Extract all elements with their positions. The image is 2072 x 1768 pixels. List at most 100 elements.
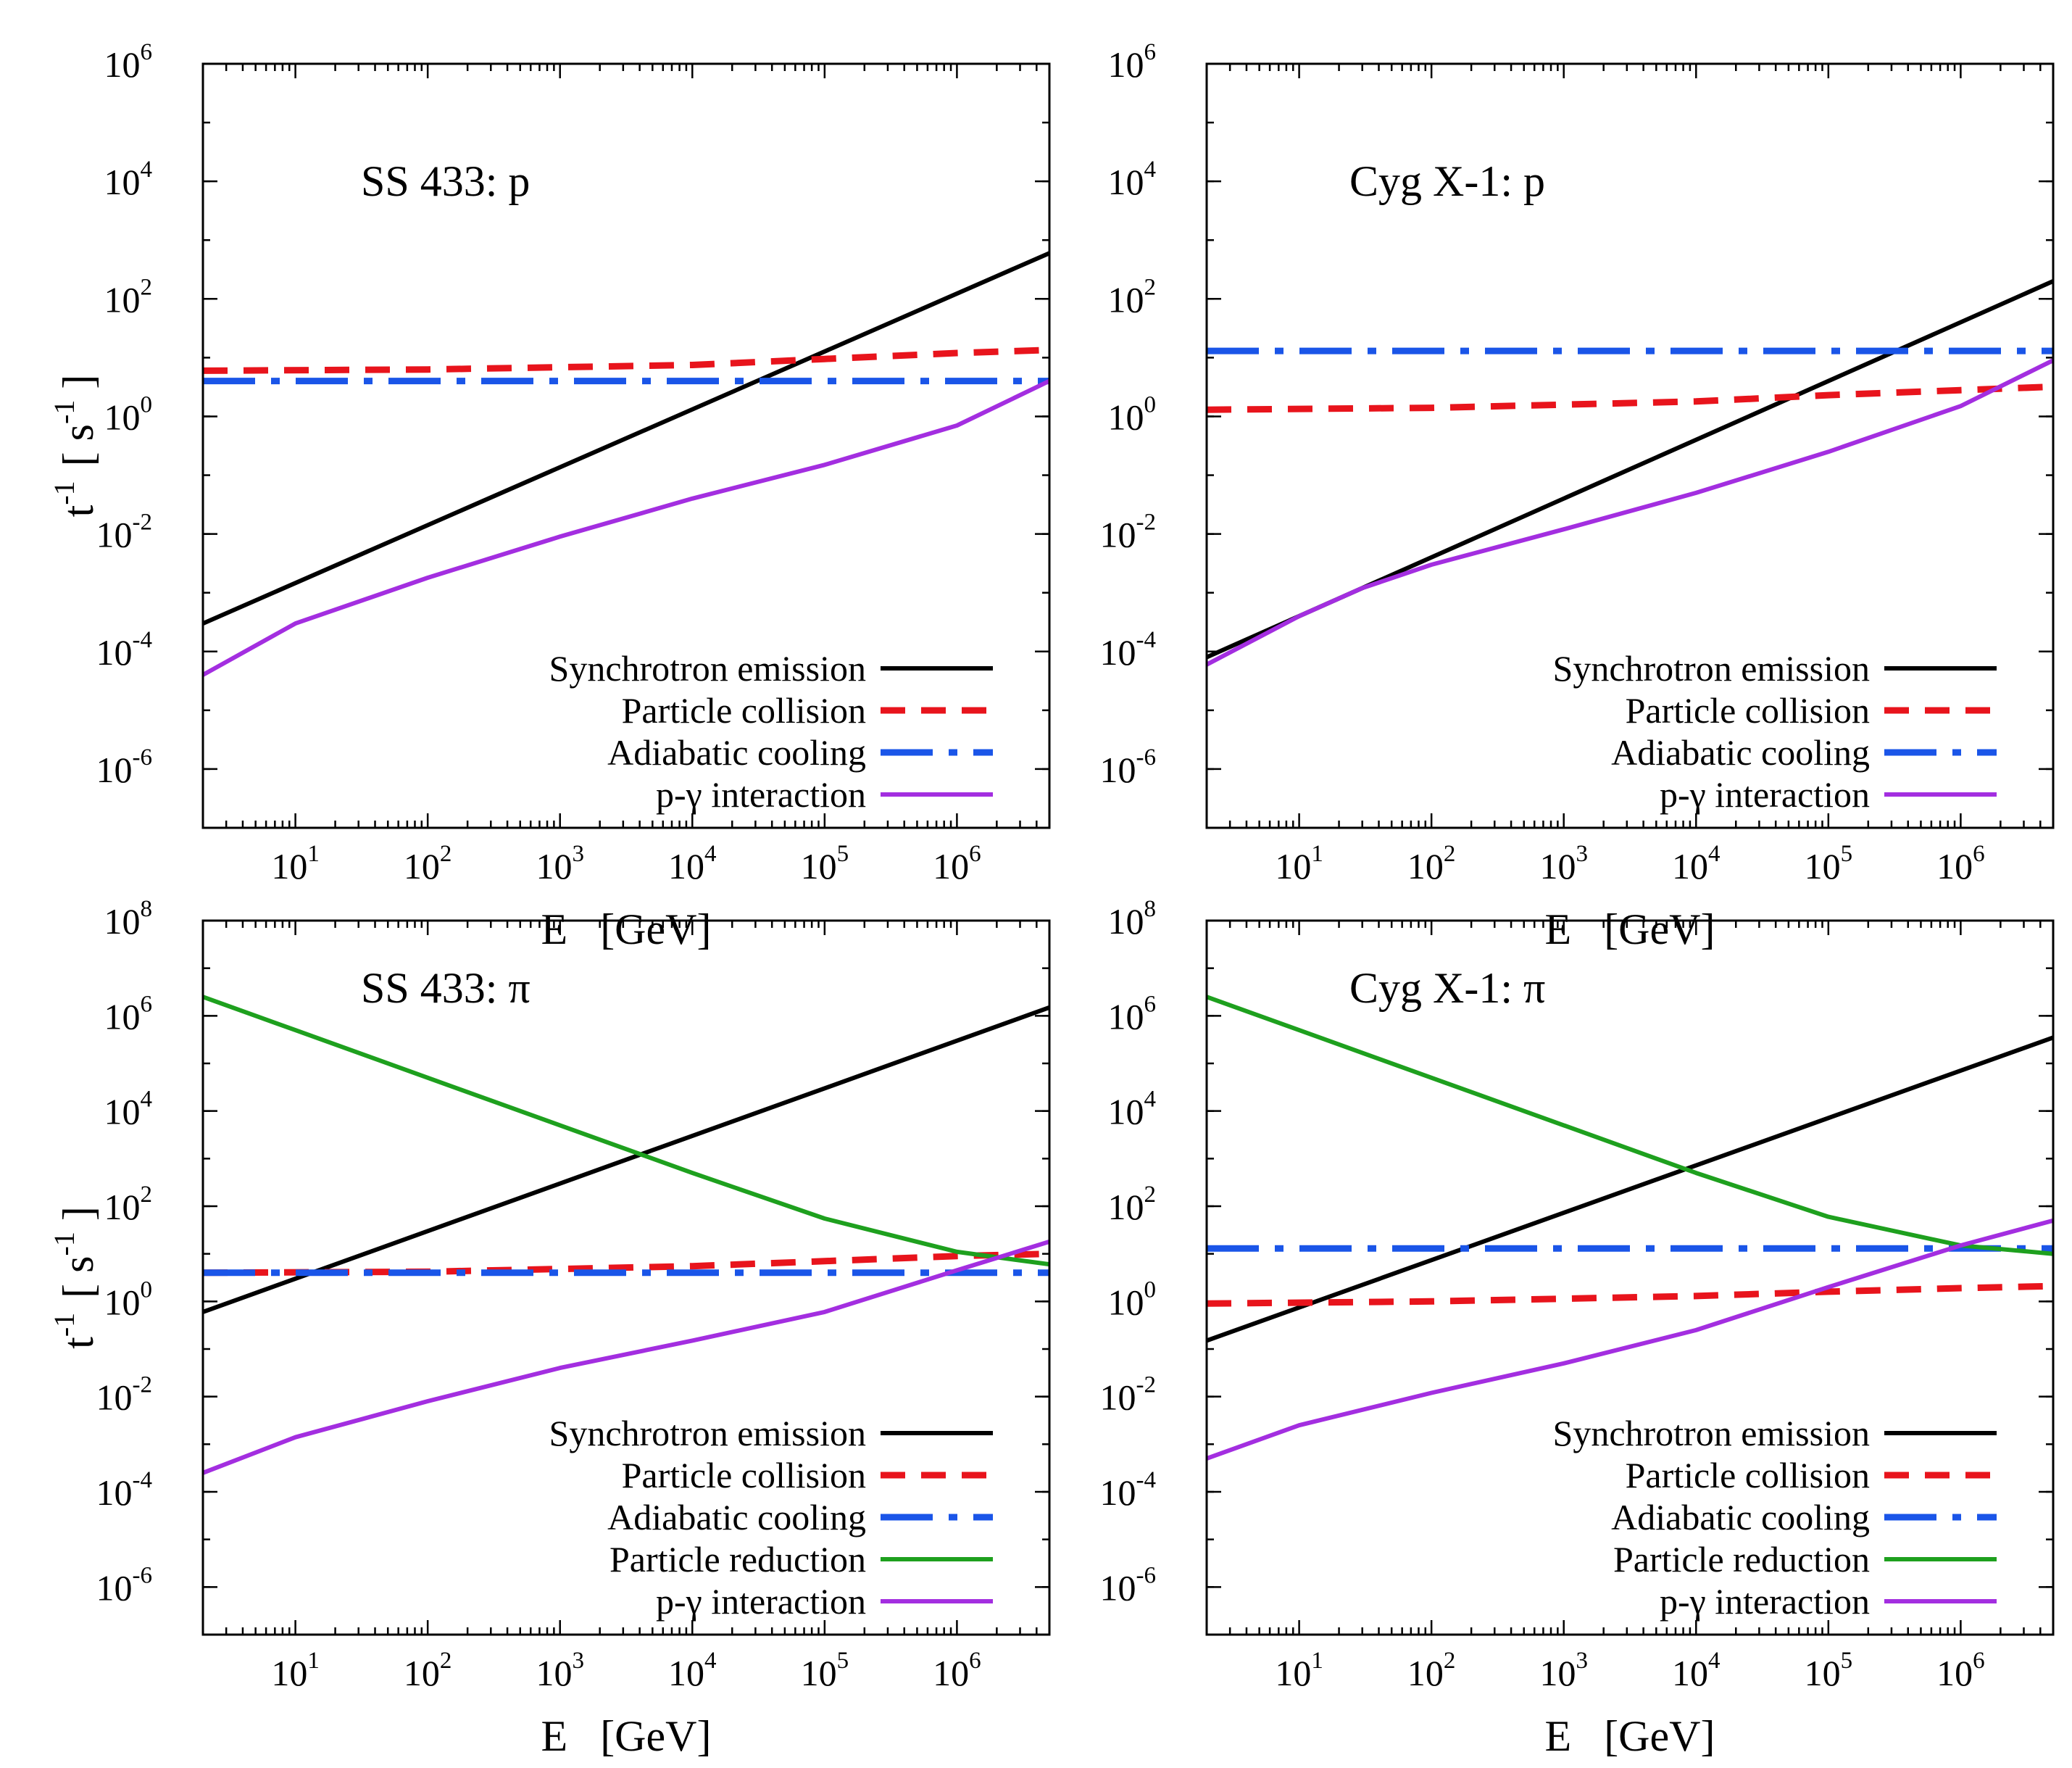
y-tick-label: 104 (1108, 1087, 1157, 1132)
plot-area (203, 995, 1049, 1475)
x-axis-title: E [GeV] (1545, 1712, 1715, 1760)
y-tick-label: 10-2 (1100, 1372, 1157, 1418)
series-line-pgamma (1207, 358, 2053, 667)
x-tick-label: 106 (1936, 1648, 1985, 1693)
y-tick-label: 10-4 (96, 1467, 153, 1513)
y-tick-label: 100 (104, 1277, 153, 1322)
y-axis-title: t-1[ s-1 ] (48, 375, 102, 518)
legend-label: Particle collision (1626, 1455, 1870, 1495)
series-line-collision (203, 346, 1049, 374)
y-tick-label: 106 (104, 39, 153, 85)
x-axis-title: E [GeV] (1545, 905, 1715, 953)
legend-label: Synchrotron emission (1553, 648, 1870, 689)
y-tick-label: 102 (1108, 1182, 1157, 1227)
legend-label: p-γ interaction (656, 1581, 866, 1622)
y-tick-label: 10-6 (1100, 1562, 1157, 1608)
panel-title: Cyg X-1: p (1349, 157, 1545, 205)
x-tick-label: 105 (1805, 1648, 1853, 1693)
chart-panel-1: 101 102 103 104 105 106 10-6 10-4 10-2 100 102 104 1… (48, 39, 1051, 953)
legend-label: Synchrotron emission (549, 1413, 866, 1453)
y-axis-title: t-1[ s-1 ] (48, 1206, 102, 1349)
y-tick-label: 10-4 (96, 627, 153, 673)
legend-label: Particle reduction (1613, 1539, 1870, 1580)
y-tick-label: 10-6 (1100, 744, 1157, 790)
y-tick-label: 100 (1108, 391, 1157, 437)
x-tick-label: 103 (536, 1648, 584, 1693)
chart-panel-2: 101 102 103 104 105 106 10-6 10-4 10-2 100 102 104 1… (1100, 39, 2055, 953)
panel-title: SS 433: π (361, 964, 531, 1012)
minor-ticks (1205, 921, 2055, 1635)
legend-label: Adiabatic cooling (1611, 732, 1870, 773)
minor-ticks (1205, 64, 2055, 828)
y-tick-label: 104 (1108, 157, 1157, 202)
plot-area (1207, 995, 2053, 1461)
series-line-synchrotron (1207, 1035, 2053, 1343)
legend-label: p-γ interaction (656, 774, 866, 815)
plot-area (1207, 279, 2053, 667)
x-tick-label: 103 (536, 841, 584, 887)
x-tick-label: 101 (271, 1648, 320, 1693)
y-tick-label: 10-2 (1100, 510, 1157, 555)
x-tick-label: 105 (801, 841, 849, 887)
plot-area (203, 251, 1049, 677)
x-tick-label: 106 (933, 1648, 981, 1693)
y-tick-label: 10-4 (1100, 1467, 1157, 1513)
legend-label: Particle collision (622, 690, 866, 731)
series-line-reduction (203, 995, 1049, 1267)
x-tick-label: 101 (1275, 1648, 1323, 1693)
x-tick-label: 103 (1539, 1648, 1588, 1693)
series-line-pgamma (203, 1240, 1049, 1475)
y-tick-label: 106 (1108, 39, 1157, 85)
x-tick-label: 103 (1539, 841, 1588, 887)
legend-label: Adiabatic cooling (607, 1497, 866, 1537)
x-tick-label: 101 (1275, 841, 1323, 887)
x-tick-label: 104 (668, 841, 717, 887)
y-tick-label: 104 (104, 157, 153, 202)
legend-label: Particle reduction (609, 1539, 866, 1580)
x-tick-label: 102 (404, 841, 452, 887)
chart-panel-4: 101 102 103 104 105 106 10-6 10-4 10-2 100 102 104 1… (1100, 896, 2055, 1760)
y-tick-label: 100 (104, 391, 153, 437)
panel-title: SS 433: p (361, 157, 530, 205)
legend-label: Particle collision (622, 1455, 866, 1495)
x-tick-label: 104 (668, 1648, 717, 1693)
plot-frame (201, 919, 1051, 1636)
series-line-pgamma (203, 378, 1049, 677)
x-tick-label: 102 (1407, 841, 1456, 887)
x-tick-label: 101 (271, 841, 320, 887)
legend-label: Synchrotron emission (549, 648, 866, 689)
y-tick-label: 10-6 (96, 744, 153, 790)
x-axis-title: E [GeV] (541, 905, 712, 953)
chart-panel-3: 101 102 103 104 105 106 10-6 10-4 10-2 100 102 104 1… (48, 896, 1051, 1760)
x-tick-label: 104 (1672, 1648, 1721, 1693)
plot-frame (1205, 62, 2055, 829)
legend-label: p-γ interaction (1660, 774, 1870, 815)
y-tick-label: 10-2 (96, 510, 153, 555)
y-tick-label: 102 (1108, 274, 1157, 320)
y-tick-label: 100 (1108, 1277, 1157, 1322)
x-tick-label: 106 (1936, 841, 1985, 887)
y-tick-label: 102 (104, 274, 153, 320)
y-tick-label: 102 (104, 1182, 153, 1227)
x-tick-label: 105 (1805, 841, 1853, 887)
series-line-reduction (1207, 995, 2053, 1256)
series-line-pgamma (1207, 1218, 2053, 1461)
series-line-collision (1207, 383, 2053, 413)
y-tick-label: 10-4 (1100, 627, 1157, 673)
x-tick-label: 102 (404, 1648, 452, 1693)
legend-label: Adiabatic cooling (607, 732, 866, 773)
y-tick-label: 108 (104, 896, 153, 942)
plot-frame (1205, 919, 2055, 1636)
x-tick-label: 102 (1407, 1648, 1456, 1693)
panel-title: Cyg X-1: π (1349, 964, 1545, 1012)
series-line-synchrotron (203, 251, 1049, 626)
x-tick-label: 105 (801, 1648, 849, 1693)
y-tick-label: 104 (104, 1087, 153, 1132)
x-tick-label: 106 (933, 841, 981, 887)
y-tick-label: 10-6 (96, 1562, 153, 1608)
legend-label: p-γ interaction (1660, 1581, 1870, 1622)
series-line-synchrotron (203, 1005, 1049, 1314)
